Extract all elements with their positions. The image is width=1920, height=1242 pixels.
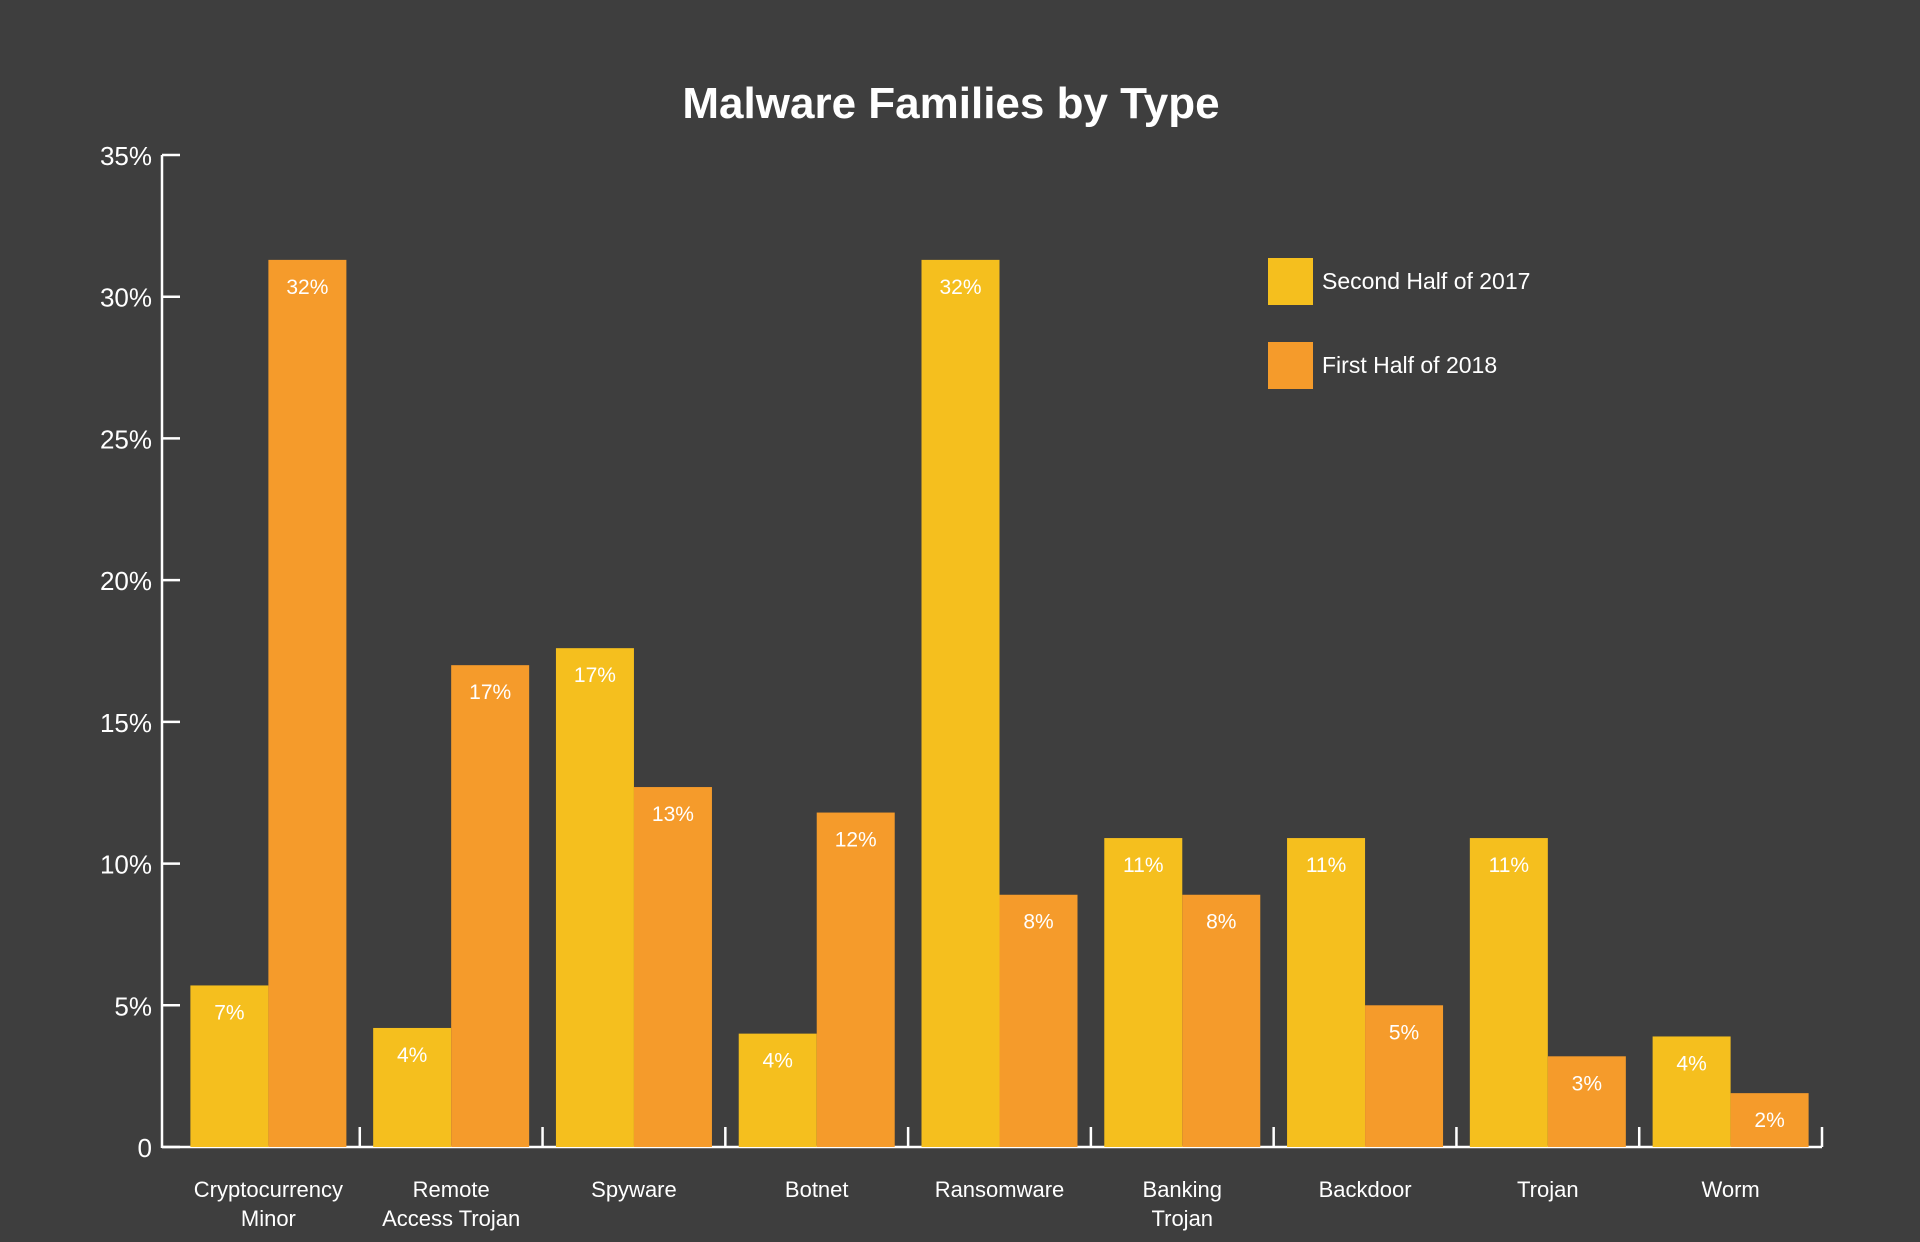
bar bbox=[555, 648, 634, 1147]
bar-data-label: 4% bbox=[397, 1044, 427, 1067]
x-category-label: Spyware bbox=[591, 1177, 677, 1202]
bar-data-label: 17% bbox=[469, 681, 511, 704]
x-category-label-line: Cryptocurrency bbox=[194, 1177, 343, 1202]
x-category-label-line: Trojan bbox=[1152, 1206, 1214, 1231]
bar-data-label: 3% bbox=[1572, 1072, 1602, 1095]
bar bbox=[633, 787, 712, 1147]
bar-data-label: 2% bbox=[1754, 1109, 1784, 1132]
data-labels: 7% 4% 17% 4% 32% 11% 11% 11% 4% 32% 17% 13% 12% 8% 8% 5… bbox=[214, 276, 1785, 1132]
legend: Second Half of 2017 First Half of 2018 bbox=[1268, 258, 1530, 389]
bar-data-label: 4% bbox=[1676, 1052, 1706, 1075]
bar bbox=[1730, 1093, 1809, 1147]
x-category-label-line: Trojan bbox=[1517, 1177, 1579, 1202]
x-category-label-line: Access Trojan bbox=[382, 1206, 520, 1231]
bars bbox=[190, 259, 1809, 1148]
bar bbox=[190, 985, 269, 1147]
bar-data-label: 7% bbox=[214, 1001, 244, 1024]
bar-data-label: 11% bbox=[1123, 854, 1163, 877]
y-tick-label: 30% bbox=[100, 283, 152, 313]
bar bbox=[816, 812, 895, 1147]
bar bbox=[921, 259, 1000, 1148]
bar bbox=[738, 1033, 817, 1147]
x-category-label-line: Minor bbox=[241, 1206, 296, 1231]
x-category-label: Trojan bbox=[1517, 1177, 1579, 1202]
bar-data-label: 32% bbox=[286, 276, 328, 299]
bar bbox=[999, 894, 1078, 1147]
x-category-label-line: Botnet bbox=[785, 1177, 849, 1202]
bar-data-label: 5% bbox=[1389, 1021, 1419, 1044]
x-category-label: Botnet bbox=[785, 1177, 849, 1202]
bar bbox=[1469, 838, 1548, 1147]
y-tick-label: 10% bbox=[100, 850, 152, 880]
bar-data-label: 12% bbox=[835, 829, 877, 852]
x-category-label: Ransomware bbox=[935, 1177, 1065, 1202]
y-axis: 0 5% 10% 15% 20% 25% 30% 35% bbox=[100, 141, 180, 1163]
x-category-label: Backdoor bbox=[1319, 1177, 1412, 1202]
y-tick-label: 35% bbox=[100, 141, 152, 171]
chart-title: Malware Families by Type bbox=[682, 79, 1219, 128]
y-tick-label: 5% bbox=[114, 991, 152, 1021]
bar bbox=[1182, 894, 1261, 1147]
bar-data-label: 32% bbox=[939, 276, 981, 299]
x-category-label-line: Remote bbox=[413, 1177, 490, 1202]
bar-data-label: 11% bbox=[1306, 854, 1346, 877]
bar-data-label: 13% bbox=[652, 803, 694, 826]
legend-label: First Half of 2018 bbox=[1322, 352, 1497, 378]
bar bbox=[1287, 838, 1366, 1147]
legend-swatch bbox=[1268, 258, 1313, 305]
x-category-label-line: Backdoor bbox=[1319, 1177, 1412, 1202]
bar bbox=[268, 259, 347, 1148]
x-category-label: Remote Access Trojan bbox=[382, 1177, 520, 1231]
x-category-label-line: Ransomware bbox=[935, 1177, 1065, 1202]
bar bbox=[1365, 1005, 1444, 1147]
y-tick-label: 25% bbox=[100, 424, 152, 454]
bar bbox=[451, 665, 530, 1147]
y-tick-label: 20% bbox=[100, 566, 152, 596]
legend-swatch bbox=[1268, 342, 1313, 389]
bar bbox=[1547, 1056, 1626, 1147]
x-category-label-line: Worm bbox=[1701, 1177, 1759, 1202]
bar-data-label: 8% bbox=[1023, 911, 1053, 934]
legend-label: Second Half of 2017 bbox=[1322, 268, 1530, 294]
y-tick-label: 0 bbox=[138, 1133, 152, 1163]
x-category-label-line: Spyware bbox=[591, 1177, 677, 1202]
bar-data-label: 4% bbox=[763, 1050, 793, 1073]
x-category-label-line: Banking bbox=[1143, 1177, 1223, 1202]
y-tick-label: 15% bbox=[100, 708, 152, 738]
x-category-label: Banking Trojan bbox=[1143, 1177, 1223, 1231]
bar bbox=[1652, 1036, 1731, 1147]
bar bbox=[1104, 838, 1183, 1147]
bar-data-label: 17% bbox=[574, 664, 616, 687]
x-category-label: Worm bbox=[1701, 1177, 1759, 1202]
bar bbox=[373, 1027, 452, 1147]
x-category-label: Cryptocurrency Minor bbox=[194, 1177, 343, 1231]
bar-data-label: 8% bbox=[1206, 911, 1236, 934]
bar-data-label: 11% bbox=[1489, 854, 1529, 877]
